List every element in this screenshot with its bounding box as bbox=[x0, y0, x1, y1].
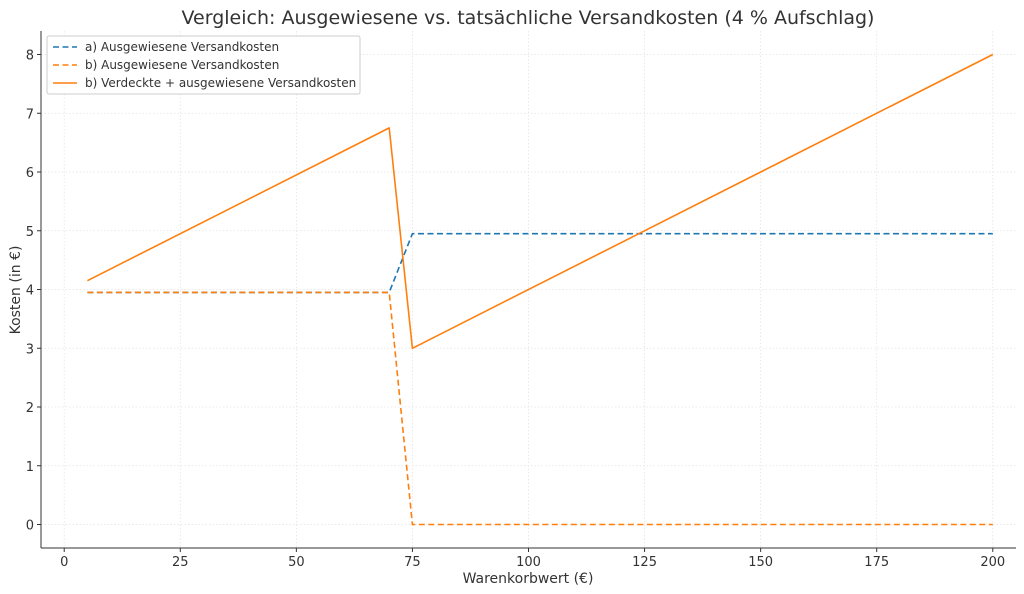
series-line-3 bbox=[87, 53, 994, 350]
legend-box bbox=[46, 35, 361, 95]
y-tick-label: 1 bbox=[26, 460, 34, 475]
series-line-1 bbox=[87, 232, 993, 294]
x-tick-label: 50 bbox=[288, 555, 305, 570]
x-tick-label: 200 bbox=[980, 555, 1005, 570]
axes bbox=[37, 31, 1016, 552]
x-tick-label: 75 bbox=[404, 555, 421, 570]
x-tick-label: 0 bbox=[60, 555, 68, 570]
x-tick-label: 125 bbox=[632, 555, 657, 570]
y-tick-label: 2 bbox=[26, 401, 34, 416]
series-lines bbox=[87, 53, 994, 526]
y-tick-label: 3 bbox=[26, 342, 34, 357]
x-tick-label: 25 bbox=[172, 555, 189, 570]
legend-label-2: b) Ausgewiesene Versandkosten bbox=[85, 58, 279, 72]
tick-labels: 0 25 50 75 100 125 150 175 200 0 1 2 3 4 5 6 7 8 bbox=[26, 49, 1005, 571]
y-tick-label: 6 bbox=[26, 166, 34, 181]
y-tick-label: 4 bbox=[26, 284, 34, 299]
legend-label-1: a) Ausgewiesene Versandkosten bbox=[85, 40, 279, 54]
x-tick-label: 150 bbox=[748, 555, 773, 570]
y-axis-label: Kosten (in €) bbox=[8, 246, 24, 335]
y-tick-label: 5 bbox=[26, 225, 34, 240]
legend: a) Ausgewiesene Versandkosten b) Ausgewie… bbox=[46, 35, 361, 95]
y-tick-label: 8 bbox=[26, 49, 34, 64]
y-tick-label: 7 bbox=[26, 107, 34, 122]
y-tick-label: 0 bbox=[26, 519, 34, 534]
x-axis-label: Warenkorbwert (€) bbox=[463, 571, 594, 587]
x-tick-label: 175 bbox=[864, 555, 889, 570]
chart-title: Vergleich: Ausgewiesene vs. tatsächliche… bbox=[182, 7, 875, 29]
x-tick-label: 100 bbox=[516, 555, 541, 570]
series-line-2 bbox=[87, 291, 993, 526]
legend-label-3: b) Verdeckte + ausgewiesene Versandkoste… bbox=[85, 76, 356, 90]
